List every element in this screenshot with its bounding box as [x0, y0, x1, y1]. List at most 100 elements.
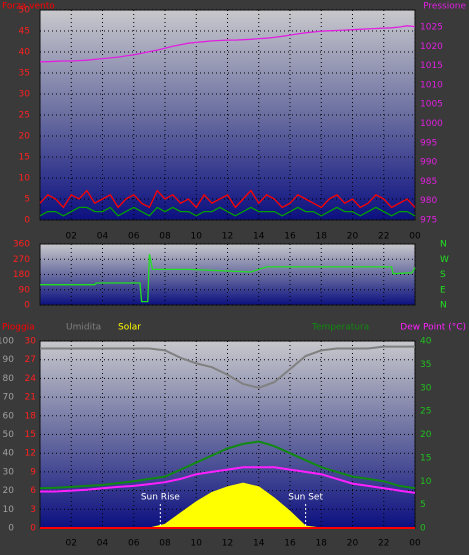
y3-tick-label: 3 [30, 505, 36, 515]
y2-tick-label: 1000 [420, 119, 443, 129]
y-tick-label: 25 [19, 111, 30, 121]
series-line [40, 25, 416, 63]
series-line [40, 466, 416, 494]
y2-tick-label: 35 [420, 360, 431, 370]
x-tick-label: 14 [253, 539, 265, 549]
y-tick-label: 5 [24, 195, 30, 205]
y2-tick-label: W [440, 255, 449, 265]
y-tick-label: 45 [19, 27, 30, 37]
y-tick-label: 40 [3, 449, 15, 459]
y-tick-label: 30 [3, 467, 15, 477]
y-tick-label: 15 [19, 153, 30, 163]
y3-tick-label: 27 [25, 355, 36, 365]
annotation-label: Sun Set [288, 493, 323, 503]
y2-tick-label: 15 [420, 453, 431, 463]
x-tick-label: 06 [128, 232, 140, 242]
annotation-label: Sun Rise [141, 493, 180, 503]
y-tick-label: 0 [24, 216, 30, 226]
y2-tick-label: N [440, 301, 447, 311]
y3-tick-label: 6 [30, 486, 36, 496]
y-tick-label: 0 [24, 301, 30, 311]
y3-tick-label: 21 [25, 393, 36, 403]
y3-tick-label: 12 [25, 449, 36, 459]
x-tick-label: 12 [222, 539, 233, 549]
y3-tick-label: 24 [25, 374, 37, 384]
legend-label: Umidita [66, 323, 101, 333]
y2-tick-label: 5 [420, 500, 426, 510]
series-line [40, 254, 416, 303]
legend-label: Forza vento [2, 2, 55, 12]
x-tick-label: 04 [97, 232, 109, 242]
y3-tick-label: 30 [25, 337, 37, 347]
x-tick-label: 00 [409, 232, 421, 242]
series-line [39, 440, 416, 490]
y-tick-label: 100 [0, 337, 14, 347]
y2-tick-label: 1020 [420, 42, 443, 52]
x-tick-label: 20 [347, 539, 359, 549]
y-tick-label: 360 [13, 240, 30, 250]
y2-tick-label: 1010 [420, 80, 443, 90]
y-tick-label: 20 [3, 486, 15, 496]
y2-tick-label: 30 [420, 383, 432, 393]
x-tick-label: 18 [316, 232, 328, 242]
y2-tick-label: N [440, 240, 447, 250]
y-tick-label: 30 [19, 90, 31, 100]
x-tick-label: 18 [316, 539, 328, 549]
y-tick-label: 50 [3, 430, 15, 440]
y2-tick-label: S [440, 270, 446, 280]
y2-tick-label: 25 [420, 407, 431, 417]
x-tick-label: 10 [191, 539, 203, 549]
x-tick-label: 02 [66, 232, 77, 242]
y-tick-label: 10 [19, 174, 31, 184]
y3-tick-label: 18 [25, 411, 37, 421]
series-line [40, 345, 415, 389]
x-tick-label: 10 [191, 232, 203, 242]
x-tick-label: 22 [378, 232, 389, 242]
x-tick-label: 04 [97, 539, 109, 549]
y2-tick-label: 40 [420, 337, 432, 347]
y3-tick-label: 0 [30, 524, 36, 534]
y3-tick-label: 15 [25, 430, 36, 440]
y2-tick-label: 1025 [420, 22, 443, 32]
y-tick-label: 70 [3, 393, 15, 403]
legend-label: Temperatura [311, 323, 369, 333]
y-tick-label: 40 [19, 48, 31, 58]
x-tick-label: 16 [284, 232, 296, 242]
y2-tick-label: E [440, 285, 446, 295]
y-tick-label: 50 [19, 6, 31, 16]
y2-tick-label: 0 [420, 524, 426, 534]
y2-tick-label: 10 [420, 477, 432, 487]
y-tick-label: 0 [8, 524, 14, 534]
y2-tick-label: 20 [420, 430, 432, 440]
series-line [39, 206, 416, 217]
x-tick-label: 12 [222, 232, 233, 242]
legend-label: Pioggia [2, 323, 35, 333]
x-tick-label: 16 [284, 539, 296, 549]
x-tick-label: 22 [378, 539, 389, 549]
legend-label: Dew Point (°C) [400, 323, 466, 333]
x-tick-label: 08 [159, 539, 171, 549]
y-tick-label: 60 [3, 411, 15, 421]
x-tick-label: 00 [409, 539, 421, 549]
x-tick-label: 08 [159, 232, 171, 242]
y2-tick-label: 975 [420, 216, 437, 226]
x-tick-label: 14 [253, 232, 265, 242]
y-tick-label: 80 [3, 374, 15, 384]
y2-tick-label: 985 [420, 177, 437, 187]
y-tick-label: 180 [13, 270, 30, 280]
x-tick-label: 02 [66, 539, 77, 549]
x-tick-label: 06 [128, 539, 140, 549]
y2-tick-label: 980 [420, 196, 437, 206]
x-tick-label: 20 [347, 232, 359, 242]
y-tick-label: 10 [3, 505, 15, 515]
y-tick-label: 35 [19, 69, 30, 79]
series-line [39, 189, 416, 209]
y-tick-label: 90 [19, 285, 31, 295]
y2-tick-label: 995 [420, 138, 437, 148]
y3-tick-label: 9 [30, 467, 36, 477]
y2-tick-label: 1015 [420, 61, 443, 71]
legend-label: Solar [118, 323, 141, 333]
legend-label: Pressione [423, 2, 466, 12]
y-tick-label: 270 [13, 255, 30, 265]
